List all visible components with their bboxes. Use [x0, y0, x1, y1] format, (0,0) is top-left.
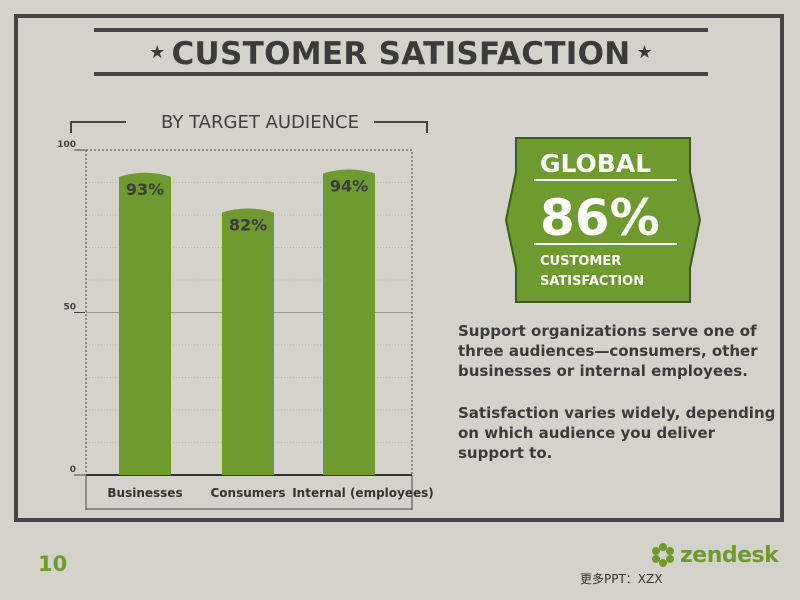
flower-icon [652, 543, 674, 567]
star-icon: ★ [149, 41, 166, 63]
category-label: Internal (employees) [292, 486, 434, 500]
bar-series: 93% 82% 94% [119, 169, 375, 475]
y-tick-label: 100 [57, 140, 76, 150]
badge-value: 86% [540, 189, 660, 247]
zendesk-logo: zendesk [650, 540, 779, 570]
bar-data-label: 94% [330, 177, 368, 196]
category-labels: Businesses Consumers Internal (employees) [107, 486, 433, 500]
description-line: Satisfaction varies widely, depending [458, 404, 776, 422]
bar [222, 208, 274, 475]
badge-label: GLOBAL [540, 149, 651, 178]
badge-caption-line2: SATISFACTION [540, 274, 644, 289]
y-axis-ticks: 0 50 100 [57, 140, 85, 476]
description-line: on which audience you deliver [458, 424, 716, 442]
description-paragraph-2: Satisfaction varies widely, depending on… [458, 403, 778, 463]
subtitle-bracket-right [374, 121, 428, 123]
page-title-text: CUSTOMER SATISFACTION [171, 36, 631, 72]
description-line: three audiences—consumers, other [458, 342, 758, 360]
page-title: ★ CUSTOMER SATISFACTION ★ [94, 34, 708, 74]
footer-note: 更多PPT：XZX [580, 572, 663, 586]
description-line: support to. [458, 444, 553, 462]
title-rule-top [94, 28, 708, 32]
y-tick-label: 0 [70, 465, 76, 475]
badge-caption-line1: CUSTOMER [540, 254, 621, 269]
title-rule-bottom [94, 72, 708, 76]
logo-text: zendesk [680, 542, 779, 568]
page-number: 10 [38, 552, 68, 576]
bar-data-label: 93% [126, 180, 164, 199]
subtitle-bracket-left-tick [70, 121, 72, 133]
description-line: Support organizations serve one of [458, 322, 757, 340]
category-label: Businesses [107, 486, 182, 500]
y-tick-label: 50 [63, 303, 76, 313]
description-paragraph-1: Support organizations serve one of three… [458, 321, 778, 381]
chart-title: BY TARGET AUDIENCE [161, 112, 359, 133]
category-label: Consumers [211, 486, 286, 500]
description-line: businesses or internal employees. [458, 362, 748, 380]
subtitle-bracket-left [70, 121, 126, 123]
star-icon: ★ [636, 41, 653, 63]
bar-data-label: 82% [229, 216, 267, 235]
bar [323, 169, 375, 475]
bar [119, 172, 171, 475]
subtitle-bracket-right-tick [426, 121, 428, 133]
